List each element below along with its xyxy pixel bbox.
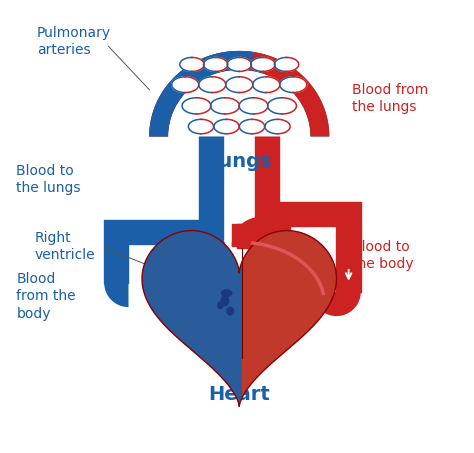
- Polygon shape: [214, 119, 239, 134]
- Polygon shape: [172, 77, 199, 92]
- Text: Lungs: Lungs: [207, 152, 272, 171]
- Polygon shape: [142, 231, 242, 406]
- Polygon shape: [312, 292, 361, 316]
- Polygon shape: [182, 98, 211, 114]
- Polygon shape: [220, 295, 229, 306]
- Polygon shape: [104, 283, 128, 307]
- Polygon shape: [226, 307, 234, 316]
- Text: Heart: Heart: [209, 385, 270, 404]
- Polygon shape: [199, 77, 226, 92]
- Polygon shape: [188, 119, 214, 134]
- Text: Pulmonary
arteries: Pulmonary arteries: [36, 26, 111, 58]
- Polygon shape: [274, 58, 299, 72]
- Polygon shape: [227, 58, 251, 72]
- Polygon shape: [232, 217, 290, 246]
- Polygon shape: [268, 98, 296, 114]
- Polygon shape: [251, 58, 275, 72]
- Polygon shape: [217, 301, 224, 309]
- Polygon shape: [226, 77, 253, 92]
- Polygon shape: [239, 98, 268, 114]
- Polygon shape: [149, 51, 329, 136]
- Polygon shape: [203, 58, 228, 72]
- Polygon shape: [149, 51, 329, 136]
- Polygon shape: [221, 289, 233, 297]
- Polygon shape: [253, 202, 277, 226]
- Polygon shape: [169, 70, 310, 136]
- Text: Right
ventricle: Right ventricle: [35, 231, 95, 262]
- Polygon shape: [210, 98, 239, 114]
- Text: Blood to
the lungs: Blood to the lungs: [17, 164, 81, 195]
- Polygon shape: [280, 77, 307, 92]
- Polygon shape: [253, 77, 280, 92]
- Polygon shape: [180, 58, 204, 72]
- Polygon shape: [201, 220, 225, 244]
- Text: Blood from
the lungs: Blood from the lungs: [352, 82, 428, 114]
- Polygon shape: [142, 231, 337, 406]
- Polygon shape: [149, 51, 253, 136]
- Polygon shape: [239, 119, 264, 134]
- Text: Blood to
the body: Blood to the body: [352, 240, 413, 271]
- Text: Blood
from the
body: Blood from the body: [17, 272, 76, 321]
- Polygon shape: [265, 119, 290, 134]
